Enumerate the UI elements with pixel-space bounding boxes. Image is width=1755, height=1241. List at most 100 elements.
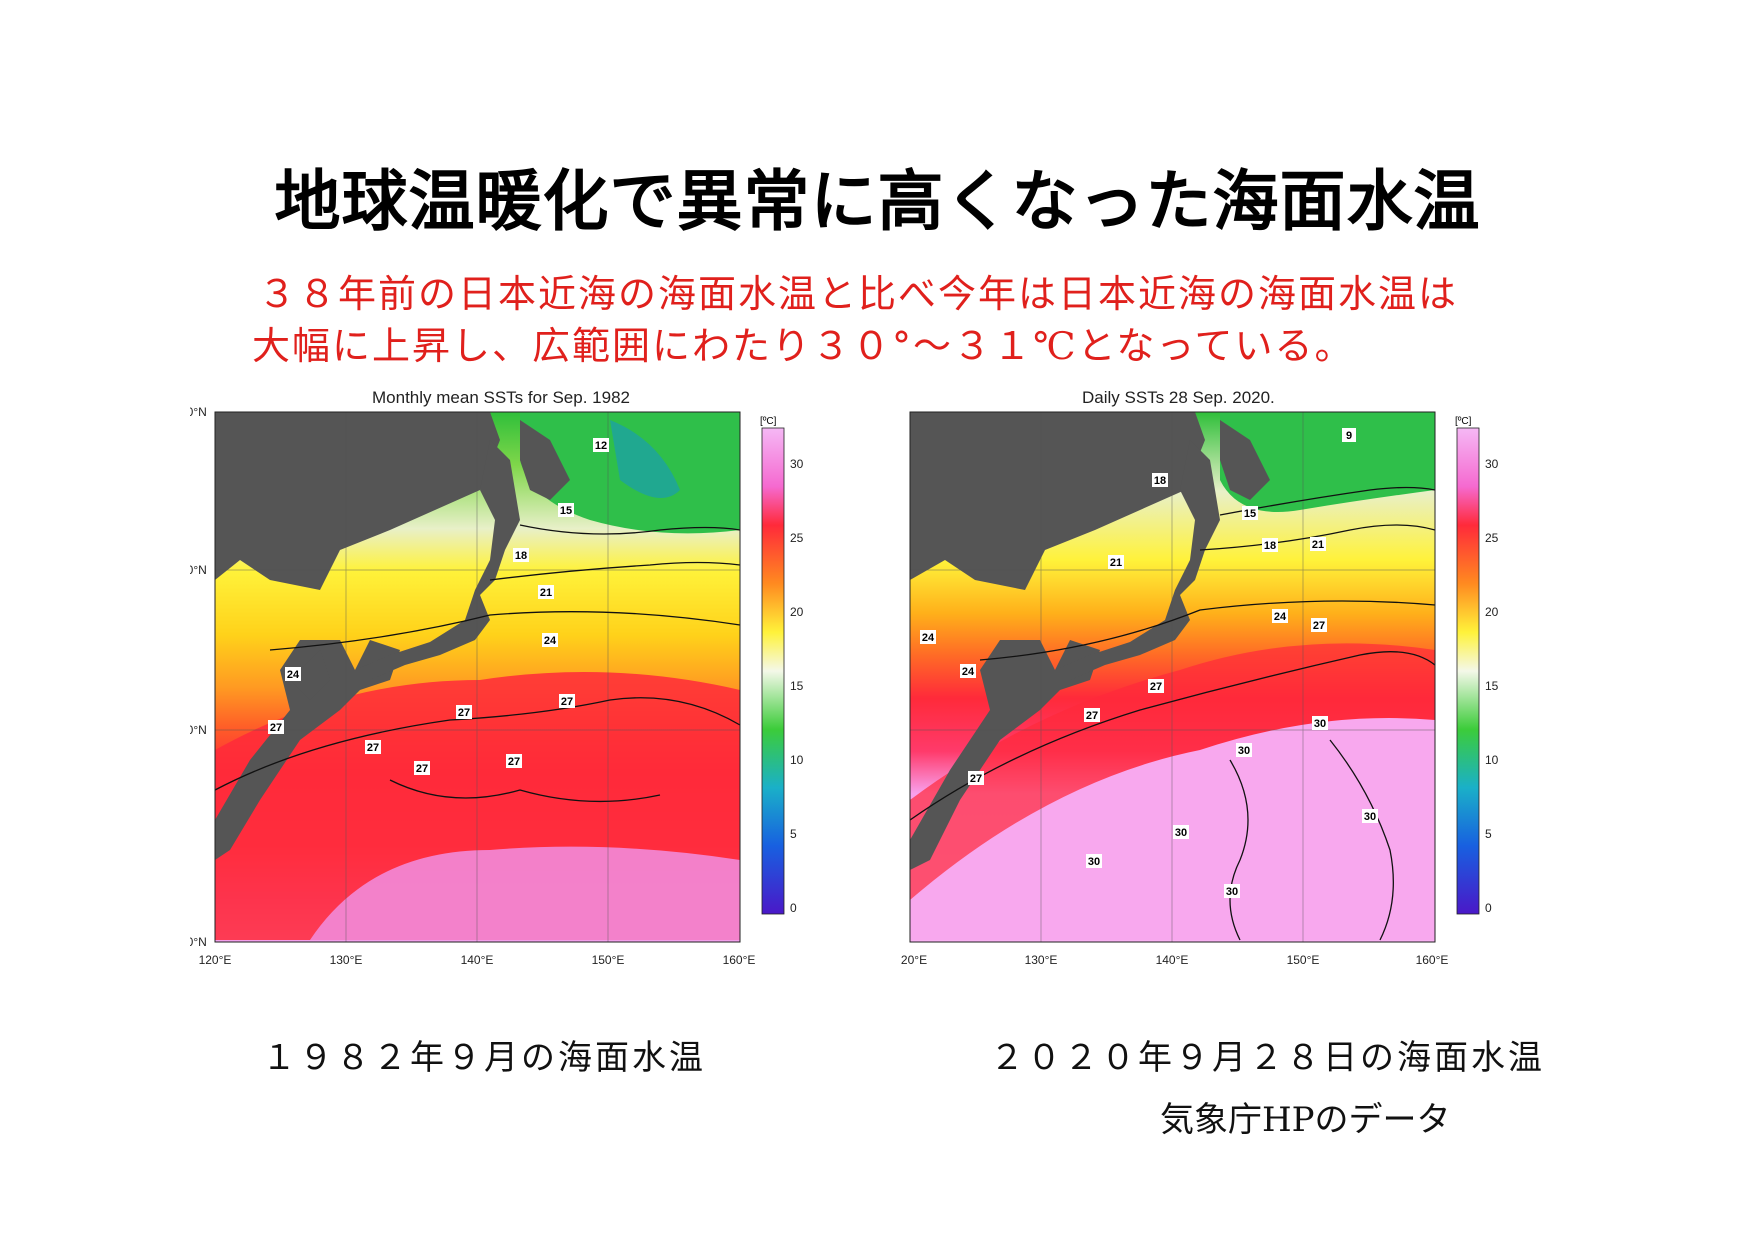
- svg-text:30: 30: [1314, 718, 1326, 730]
- colorbar-unit: [ºC]: [1455, 416, 1472, 427]
- svg-text:18: 18: [515, 550, 527, 562]
- contour-label: 24: [920, 630, 936, 644]
- lon-label: 20°E: [901, 953, 927, 967]
- contour-label: 24: [960, 664, 976, 678]
- map-1982-korea: [290, 650, 330, 700]
- map-2020-japan: [1055, 440, 1220, 680]
- contour-label: 21: [1310, 537, 1326, 551]
- colorbar-tick: 5: [1485, 827, 1492, 841]
- colorbar-tick: 5: [790, 827, 797, 841]
- map-2020-title: Daily SSTs 28 Sep. 2020.: [1082, 388, 1275, 407]
- map-1982-lon-labels: 120°E 130°E 140°E 150°E 160°E: [199, 953, 756, 967]
- map-2020-china-coast: [910, 640, 1100, 870]
- contour-label: 24: [1272, 609, 1288, 623]
- contour-label: 30: [1236, 743, 1252, 757]
- contour-label: 24: [285, 667, 301, 681]
- colorbar-tick: 0: [790, 901, 797, 915]
- subtitle-line-2: 大幅に上昇し、広範囲にわたり３０°～３１℃となっている。: [252, 324, 1355, 368]
- map-1982-svg: 12 15 18 21 24 24 27 27 27 27 27 27 50°N…: [180, 405, 804, 967]
- svg-text:27: 27: [508, 756, 520, 768]
- colorbar-tick: 25: [1485, 531, 1499, 545]
- svg-text:27: 27: [1150, 681, 1162, 693]
- map-2020-lon-labels: 20°E 130°E 140°E 150°E 160°E: [901, 953, 1448, 967]
- svg-text:18: 18: [1264, 540, 1276, 552]
- colorbar-tick: 10: [1485, 753, 1499, 767]
- svg-text:30: 30: [1238, 745, 1250, 757]
- contour-label: 21: [538, 585, 554, 599]
- lon-label: 140°E: [461, 953, 494, 967]
- lat-label: 40°N: [190, 563, 207, 577]
- svg-text:27: 27: [458, 707, 470, 719]
- colorbar-tick: 25: [790, 531, 804, 545]
- contour-label: 27: [1311, 618, 1327, 632]
- subtitle: ３８年前の日本近海の海面水温と比べ今年は日本近海の海面水温は 大幅に上昇し、広範…: [252, 268, 1638, 372]
- lon-label: 160°E: [1416, 953, 1449, 967]
- contour-label: 18: [1262, 538, 1278, 552]
- svg-text:9: 9: [1346, 430, 1352, 442]
- map-2020-cold-water: [1220, 412, 1435, 512]
- lat-label: 30°N: [190, 723, 207, 737]
- map-2020-grid: [910, 412, 1435, 942]
- svg-text:18: 18: [1154, 475, 1166, 487]
- map-1982-grid: [215, 412, 740, 942]
- svg-text:27: 27: [1086, 710, 1098, 722]
- map-2020-caption: ２０２０年９月２８日の海面水温: [990, 1038, 1545, 1078]
- map-1982-pink-area: [310, 846, 740, 940]
- svg-text:27: 27: [970, 773, 982, 785]
- contour-label: 12: [593, 438, 609, 452]
- contour-label: 27: [1084, 708, 1100, 722]
- contour-label: 21: [1108, 555, 1124, 569]
- map-1982-china-coast: [215, 640, 400, 860]
- contour-label: 30: [1224, 884, 1240, 898]
- contour-label: 18: [1152, 473, 1168, 487]
- lat-label: 50°N: [190, 405, 207, 419]
- colorbar-tick: 15: [1485, 679, 1499, 693]
- map-1982-frame: [214, 411, 741, 943]
- lon-label: 160°E: [723, 953, 756, 967]
- svg-text:21: 21: [1110, 557, 1122, 569]
- map-2020-frame: [909, 411, 1436, 943]
- contour-label: 30: [1362, 809, 1378, 823]
- colorbar-tick: 15: [790, 679, 804, 693]
- svg-text:21: 21: [540, 587, 552, 599]
- svg-text:24: 24: [287, 669, 300, 681]
- svg-text:15: 15: [560, 505, 572, 517]
- lon-label: 130°E: [330, 953, 363, 967]
- colorbar-unit: [ºC]: [760, 416, 777, 427]
- colorbar-tick: 10: [790, 753, 804, 767]
- map-1982-land: [215, 412, 500, 590]
- lat-label: 20°N: [190, 935, 207, 949]
- map-2020-land: [910, 412, 1205, 590]
- map-1982-panel: Monthly mean SSTs for Sep. 1982: [180, 380, 870, 1000]
- map-2020-sakhalin-hokkaido: [1220, 420, 1270, 500]
- svg-text:27: 27: [367, 742, 379, 754]
- contour-label: 27: [365, 740, 381, 754]
- lon-label: 140°E: [1156, 953, 1189, 967]
- contour-label: 30: [1086, 854, 1102, 868]
- source-note: 気象庁HPのデータ: [1160, 1100, 1451, 1140]
- svg-text:27: 27: [270, 722, 282, 734]
- map-1982-contours: [214, 524, 741, 803]
- svg-text:30: 30: [1175, 827, 1187, 839]
- map-2020-contours: [909, 486, 1436, 941]
- map-1982-colorbar: [ºC] 30 25 20 15 10 5 0: [760, 416, 804, 915]
- contour-label: 27: [414, 761, 430, 775]
- svg-text:27: 27: [1313, 620, 1325, 632]
- colorbar-tick: 30: [790, 457, 804, 471]
- contour-label: 30: [1312, 716, 1328, 730]
- map-2020-panel: Daily SSTs 28 Sep. 2020.: [900, 380, 1560, 1000]
- contour-label: 27: [506, 754, 522, 768]
- contour-label: 30: [1173, 825, 1189, 839]
- contour-label: 27: [968, 771, 984, 785]
- svg-text:21: 21: [1312, 539, 1324, 551]
- svg-text:24: 24: [922, 632, 935, 644]
- lon-label: 120°E: [199, 953, 232, 967]
- contour-label: 9: [1342, 428, 1356, 442]
- svg-text:12: 12: [595, 440, 607, 452]
- svg-text:24: 24: [544, 635, 557, 647]
- contour-label: 15: [1242, 506, 1258, 520]
- map-1982-title: Monthly mean SSTs for Sep. 1982: [372, 388, 630, 407]
- contour-label: 27: [456, 705, 472, 719]
- map-1982-contour-labels: 12 15 18 21 24 24 27 27 27 27 27 27: [268, 438, 609, 775]
- svg-text:24: 24: [1274, 611, 1287, 623]
